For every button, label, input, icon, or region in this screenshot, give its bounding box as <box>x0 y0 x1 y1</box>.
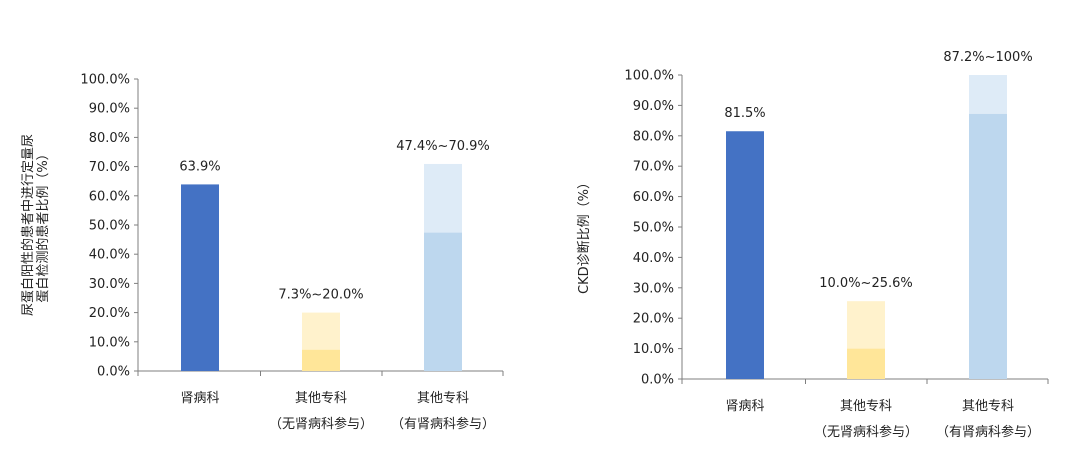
bar-range-upper <box>969 75 1007 114</box>
category-label: 肾病科 <box>725 399 764 414</box>
bar-range-lower <box>302 349 340 371</box>
category-label: （无肾病科参与） <box>269 416 373 432</box>
category-label: （无肾病科参与） <box>814 424 918 440</box>
category-label: 肾病科 <box>180 391 219 406</box>
y-tick-label: 50.0% <box>89 219 130 234</box>
y-tick-label: 70.0% <box>89 160 130 175</box>
bar-data-label: 63.9% <box>179 159 220 174</box>
bar-range-upper <box>847 301 885 349</box>
y-tick-label: 30.0% <box>633 281 674 296</box>
category-label: （有肾病科参与） <box>936 424 1040 440</box>
category-label: 其他专科 <box>962 399 1014 414</box>
y-tick-label: 10.0% <box>89 335 130 350</box>
y-tick-label: 60.0% <box>89 189 130 204</box>
y-tick-label: 20.0% <box>89 306 130 321</box>
bar-data-label: 10.0%~25.6% <box>819 276 913 291</box>
y-tick-label: 70.0% <box>633 160 674 175</box>
category-label: 其他专科 <box>840 399 892 414</box>
bar-range-lower <box>726 131 764 379</box>
y-tick-label: 60.0% <box>633 190 674 205</box>
y-tick-label: 30.0% <box>89 277 130 292</box>
bar-range-lower <box>969 113 1007 380</box>
bar-data-label: 7.3%~20.0% <box>278 288 363 303</box>
y-tick-label: 80.0% <box>633 129 674 144</box>
y-tick-label: 90.0% <box>633 99 674 114</box>
y-tick-label: 100.0% <box>624 69 674 84</box>
left-chart: 0.0% 10.0% 20.0% 30.0% 40.0% 50.0% 60.0% 70.0% 8… <box>20 73 504 432</box>
y-axis-title: 蛋白检测的患者比例（%） <box>35 147 51 302</box>
y-tick-label: 90.0% <box>89 102 130 117</box>
y-axis-title: CKD诊断比例（%） <box>577 176 592 294</box>
bar-data-label: 87.2%~100% <box>943 50 1032 65</box>
category-label: （有肾病科参与） <box>391 416 495 432</box>
bar-range-lower <box>181 184 219 371</box>
y-tick-label: 40.0% <box>89 248 130 263</box>
bar-range-lower <box>424 232 462 371</box>
bar-range-upper <box>424 163 462 233</box>
bar-range-upper <box>302 312 340 350</box>
y-tick-label: 50.0% <box>633 221 674 236</box>
bar-range-lower <box>847 348 885 379</box>
right-chart: 0.0% 10.0% 20.0% 30.0% 40.0% 50.0% 60.0% 70.0% 8… <box>577 50 1049 440</box>
y-tick-label: 10.0% <box>633 342 674 357</box>
y-tick-label: 0.0% <box>97 365 130 380</box>
y-tick-label: 40.0% <box>633 251 674 266</box>
bar-data-label: 47.4%~70.9% <box>396 139 490 154</box>
y-tick-label: 20.0% <box>633 312 674 327</box>
y-axis-title: 尿蛋白阳性的患者中进行定量尿 <box>20 134 36 316</box>
y-tick-label: 80.0% <box>89 131 130 146</box>
y-tick-label: 0.0% <box>641 373 674 388</box>
category-label: 其他专科 <box>417 391 469 406</box>
y-tick-label: 100.0% <box>80 73 130 88</box>
bar-data-label: 81.5% <box>724 106 765 121</box>
category-label: 其他专科 <box>295 391 347 406</box>
